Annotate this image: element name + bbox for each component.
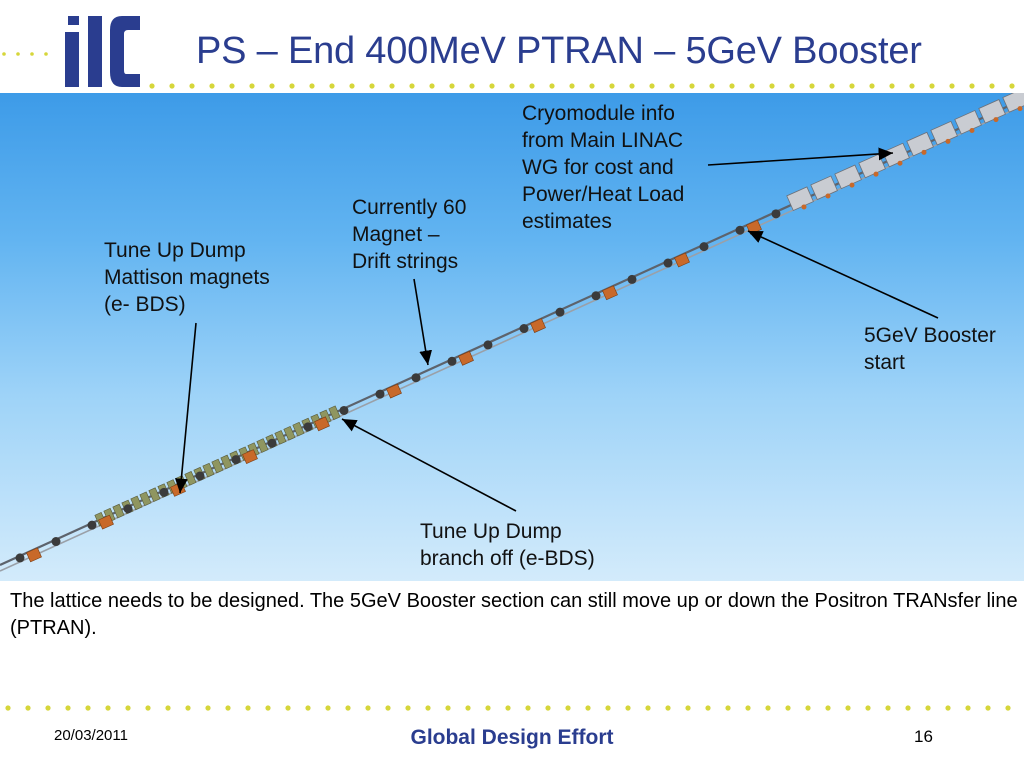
ilc-logo: ilc — [60, 14, 144, 95]
callout-cryomodule-info: Cryomodule info from Main LINAC WG for c… — [522, 102, 685, 233]
callout-tune-up-dump-branch: Tune Up Dump branch off (e-BDS) — [420, 520, 595, 570]
header-dot-line — [2, 52, 1015, 89]
footer-dot-line — [5, 705, 1011, 711]
callout-tune-up-dump-mattison: Tune Up Dump Mattison magnets (e- BDS) — [104, 239, 270, 316]
beamline-render — [0, 93, 1024, 572]
callout-booster-start: 5GeV Booster start — [864, 324, 996, 374]
footer-date: 20/03/2011 — [54, 727, 128, 744]
ilc-logo-graphic — [65, 16, 140, 87]
footer-organization: Global Design Effort — [410, 726, 614, 749]
callout-magnet-drift-strings: Currently 60 Magnet – Drift strings — [352, 196, 467, 273]
slide-caption: The lattice needs to be designed. The 5G… — [10, 590, 1018, 639]
page-title: PS – End 400MeV PTRAN – 5GeV Booster — [196, 30, 922, 72]
beamline-diagram — [0, 93, 1024, 581]
page-number: 16 — [914, 727, 933, 746]
